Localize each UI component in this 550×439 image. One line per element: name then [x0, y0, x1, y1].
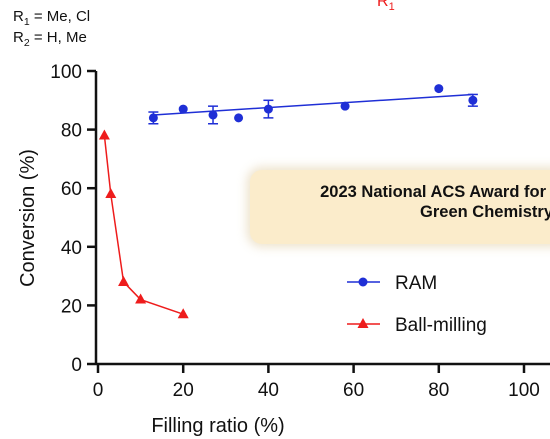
legend-ball-milling-label: Ball-milling: [395, 315, 487, 336]
ball-milling-point-0: [98, 129, 110, 140]
r2-definition: R2 = H, Me: [13, 29, 87, 49]
ram-point-3: [234, 113, 244, 123]
top-fragment-label: R1: [377, 0, 395, 13]
series-layer: [98, 84, 478, 319]
ram-point-7: [468, 95, 478, 105]
legend-ball-milling-marker: [357, 318, 369, 328]
r1-definition: R1 = Me, Cl: [13, 8, 90, 28]
ram-point-5: [340, 101, 350, 111]
ram-point-4: [263, 104, 273, 114]
award-line-2: Green Chemistry: [420, 203, 550, 221]
y-tick-label-100: 100: [50, 62, 82, 83]
y-axis-title: Conversion (%): [17, 149, 39, 287]
y-tick-label-40: 40: [61, 238, 82, 259]
y-tick-label-0: 0: [71, 355, 82, 376]
x-tick-label-40: 40: [258, 380, 279, 401]
ram-point-6: [434, 84, 444, 94]
x-axis-ticks: 0 20 40 60 80 100: [93, 364, 540, 401]
x-tick-label-0: 0: [93, 380, 104, 401]
y-axis-ticks: 0 20 40 60 80 100: [50, 62, 96, 376]
ball-milling-point-4: [177, 308, 189, 319]
x-tick-label-20: 20: [173, 380, 194, 401]
ball-milling-line: [103, 135, 184, 315]
x-tick-label-80: 80: [428, 380, 449, 401]
y-tick-label-60: 60: [61, 179, 82, 200]
ball-milling-point-2: [118, 275, 130, 286]
award-banner: 2023 National ACS Award for Green Chemis…: [250, 170, 550, 244]
ram-point-0: [148, 113, 158, 123]
x-tick-label-100: 100: [508, 380, 540, 401]
y-tick-label-20: 20: [61, 296, 82, 317]
x-axis-title: Filling ratio (%): [151, 415, 284, 437]
legend-ram-marker: [358, 277, 368, 287]
legend: RAM Ball-milling: [347, 273, 487, 336]
ram-point-2: [208, 110, 218, 120]
award-line-1: 2023 National ACS Award for: [320, 183, 546, 201]
legend-ram-label: RAM: [395, 273, 437, 294]
ball-milling-point-3: [135, 293, 147, 304]
y-tick-label-80: 80: [61, 121, 82, 142]
x-tick-label-60: 60: [343, 380, 364, 401]
ram-point-1: [178, 104, 188, 114]
ram-trendline: [153, 93, 473, 116]
ball-milling-point-1: [105, 188, 117, 199]
